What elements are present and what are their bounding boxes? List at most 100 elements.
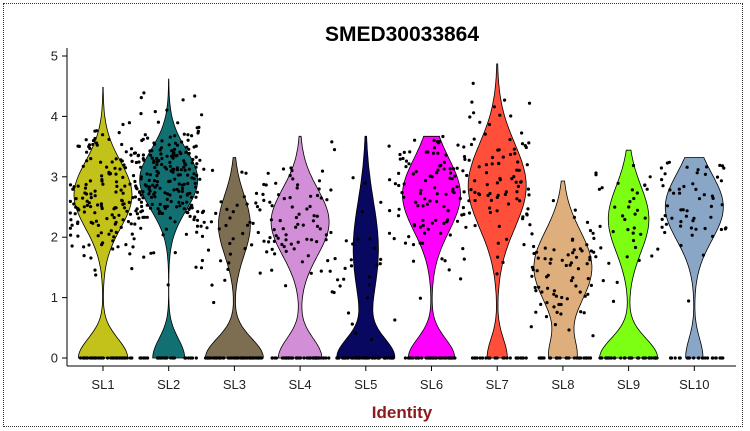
point: [338, 284, 342, 288]
point: [655, 356, 659, 360]
point: [670, 216, 674, 220]
point: [692, 216, 696, 220]
y-tick-label: 4: [51, 109, 58, 124]
point: [418, 225, 423, 229]
point: [191, 157, 195, 162]
point: [179, 168, 183, 172]
point: [114, 206, 118, 210]
point: [139, 226, 143, 230]
point: [643, 216, 647, 220]
point: [330, 140, 334, 144]
point: [76, 234, 80, 238]
point: [194, 165, 198, 169]
point: [300, 260, 304, 264]
point: [404, 165, 408, 169]
point: [461, 247, 465, 251]
point: [456, 143, 460, 147]
violin-SL4: [270, 135, 330, 359]
point: [223, 278, 227, 282]
point: [696, 168, 700, 172]
point: [367, 283, 371, 287]
point: [532, 251, 536, 256]
point: [660, 178, 664, 182]
point: [411, 243, 416, 247]
point: [572, 356, 577, 360]
point: [305, 207, 309, 211]
point: [524, 356, 528, 360]
point: [442, 204, 446, 209]
point: [206, 248, 211, 252]
point: [519, 180, 523, 184]
point: [131, 245, 135, 249]
point: [196, 210, 200, 214]
point: [539, 302, 543, 306]
point: [129, 222, 133, 226]
point: [227, 261, 231, 265]
point: [497, 224, 501, 228]
point: [81, 196, 85, 200]
point: [173, 134, 177, 138]
point: [274, 181, 278, 185]
point: [586, 277, 590, 281]
point: [181, 98, 185, 102]
point: [121, 218, 125, 222]
point: [462, 145, 466, 149]
point: [168, 160, 172, 164]
point: [567, 356, 571, 360]
point: [231, 237, 235, 241]
point: [591, 231, 595, 235]
point: [551, 199, 556, 203]
point: [600, 186, 604, 190]
point: [555, 310, 559, 314]
point: [108, 172, 112, 176]
point: [172, 147, 177, 151]
point: [262, 182, 266, 187]
point: [530, 232, 534, 236]
point: [267, 240, 271, 244]
point: [685, 165, 689, 169]
point: [114, 157, 118, 161]
point: [241, 231, 245, 236]
point: [178, 150, 182, 154]
point: [282, 245, 286, 249]
point: [568, 263, 572, 267]
point: [534, 310, 538, 314]
point: [697, 197, 702, 201]
point: [492, 105, 496, 109]
point: [467, 211, 472, 215]
point: [177, 182, 181, 186]
point: [193, 215, 197, 219]
point: [292, 247, 296, 251]
point: [548, 356, 553, 360]
point: [506, 202, 511, 206]
point: [702, 193, 706, 197]
point: [296, 183, 300, 187]
point: [679, 208, 683, 212]
point: [158, 202, 162, 206]
point: [121, 202, 125, 206]
point: [139, 165, 143, 169]
point: [184, 150, 188, 154]
point: [190, 176, 194, 180]
point: [290, 205, 294, 209]
point: [416, 204, 420, 208]
point: [163, 191, 167, 195]
point: [684, 214, 689, 218]
point: [524, 145, 528, 150]
point: [533, 285, 537, 290]
point: [498, 176, 502, 181]
point: [469, 188, 473, 192]
point: [647, 356, 651, 360]
point: [82, 254, 86, 258]
point: [296, 222, 300, 226]
point: [115, 184, 119, 188]
point: [185, 210, 189, 214]
point: [487, 122, 492, 127]
point: [139, 177, 143, 181]
point: [407, 162, 411, 166]
point: [451, 187, 455, 191]
point: [432, 138, 436, 142]
point: [107, 232, 111, 236]
figure-frame: [3, 3, 743, 427]
point: [262, 198, 266, 202]
